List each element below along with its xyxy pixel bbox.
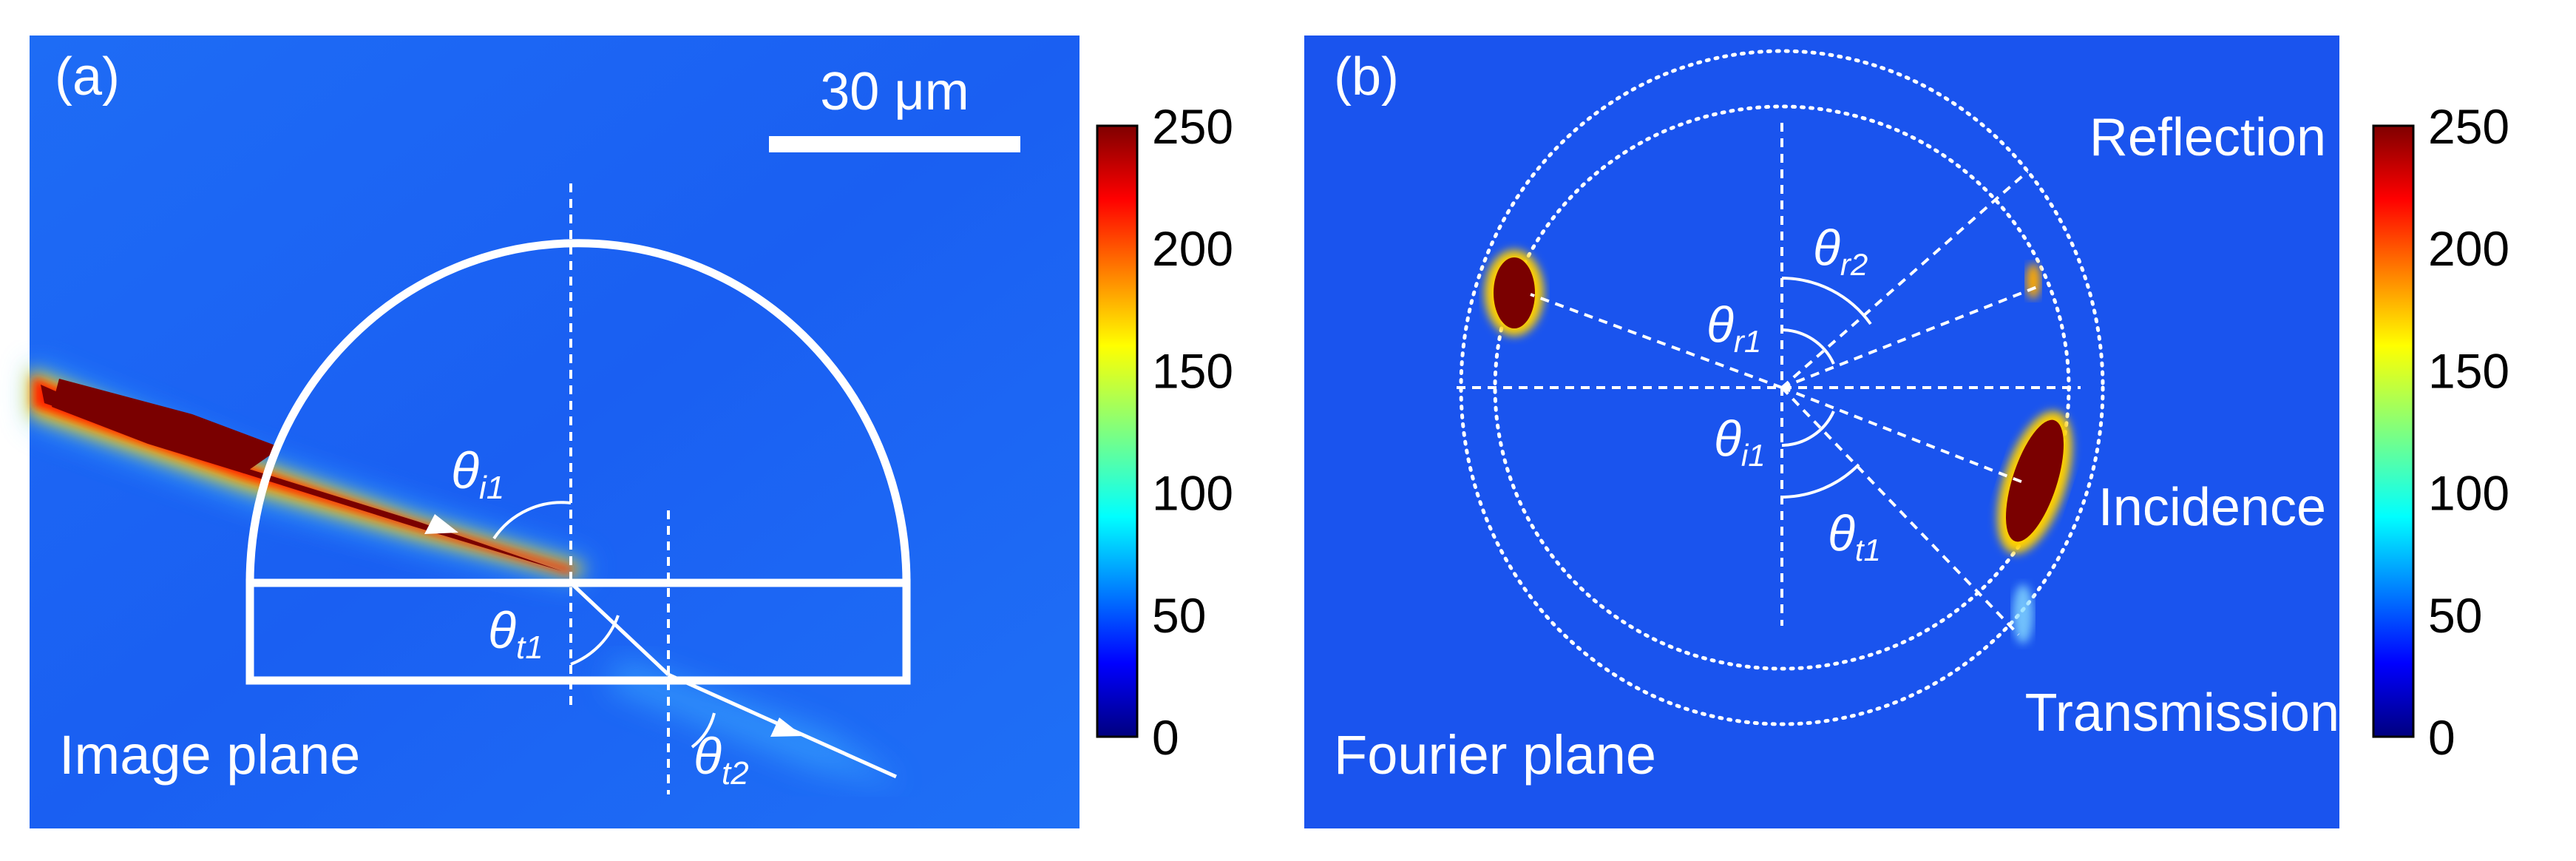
colorbar-b-tick-150: 150	[2428, 343, 2509, 398]
colorbar-a-tick-50: 50	[1152, 588, 1206, 643]
fourier-angle-arcs	[1781, 277, 1872, 499]
panel-b-image	[1304, 36, 2339, 828]
beam-transmitted	[606, 658, 902, 784]
colorbar-b-tick-0: 0	[2428, 710, 2455, 765]
colorbar-a-tick-0: 0	[1152, 710, 1179, 765]
colorbar-b-tick-100: 100	[2428, 466, 2509, 521]
panel-b: (b) Fourier plane Reflection Incidence T…	[1304, 36, 2339, 828]
colorbar-a-gradient	[1096, 124, 1139, 738]
colorbar-a-tick-150: 150	[1152, 343, 1233, 398]
colorbar-a-tick-200: 200	[1152, 221, 1233, 276]
panel-a: 30 μm (a) Image plane θi1 θt1 θt2	[30, 36, 1079, 828]
ray-lines	[424, 514, 898, 779]
label-reflection: Reflection	[2089, 108, 2326, 167]
scale-bar-label: 30 μm	[820, 62, 969, 121]
panel-b-tag: (b)	[1334, 47, 1399, 107]
colorbar-b-tick-250: 250	[2428, 99, 2509, 154]
panel-b-caption: Fourier plane	[1334, 724, 1656, 786]
fourier-dashed-lines	[1457, 123, 2081, 636]
panel-a-caption: Image plane	[59, 724, 360, 786]
colorbar-b-gradient	[2372, 124, 2415, 738]
colorbar-a-tick-250: 250	[1152, 99, 1233, 154]
angle-label-theta-r2: θr2	[1813, 220, 1868, 282]
colorbar-a-tick-100: 100	[1152, 466, 1233, 521]
normal-lines	[569, 183, 670, 794]
angle-label-theta-t1-fourier: θt1	[1828, 505, 1881, 567]
colorbar-a: 250 200 150 100 50 0	[1096, 99, 1233, 765]
fourier-spots	[1485, 250, 2072, 644]
angle-label-theta-r1: θr1	[1706, 297, 1761, 359]
angle-label-theta-t2: θt2	[694, 727, 749, 791]
sample-outline	[245, 239, 911, 685]
angle-label-theta-t1: θt1	[488, 601, 543, 666]
colorbar-b-tick-200: 200	[2428, 221, 2509, 276]
scale-bar	[769, 136, 1020, 152]
colorbar-b-tick-50: 50	[2428, 588, 2482, 643]
angle-label-theta-i1: θi1	[451, 442, 504, 506]
panel-a-tag: (a)	[55, 47, 120, 107]
angle-label-theta-i1-fourier: θi1	[1714, 411, 1766, 473]
colorbar-b: 250 200 150 100 50 0	[2372, 99, 2509, 765]
label-transmission: Transmission	[2025, 683, 2339, 743]
label-incidence: Incidence	[2098, 478, 2326, 537]
